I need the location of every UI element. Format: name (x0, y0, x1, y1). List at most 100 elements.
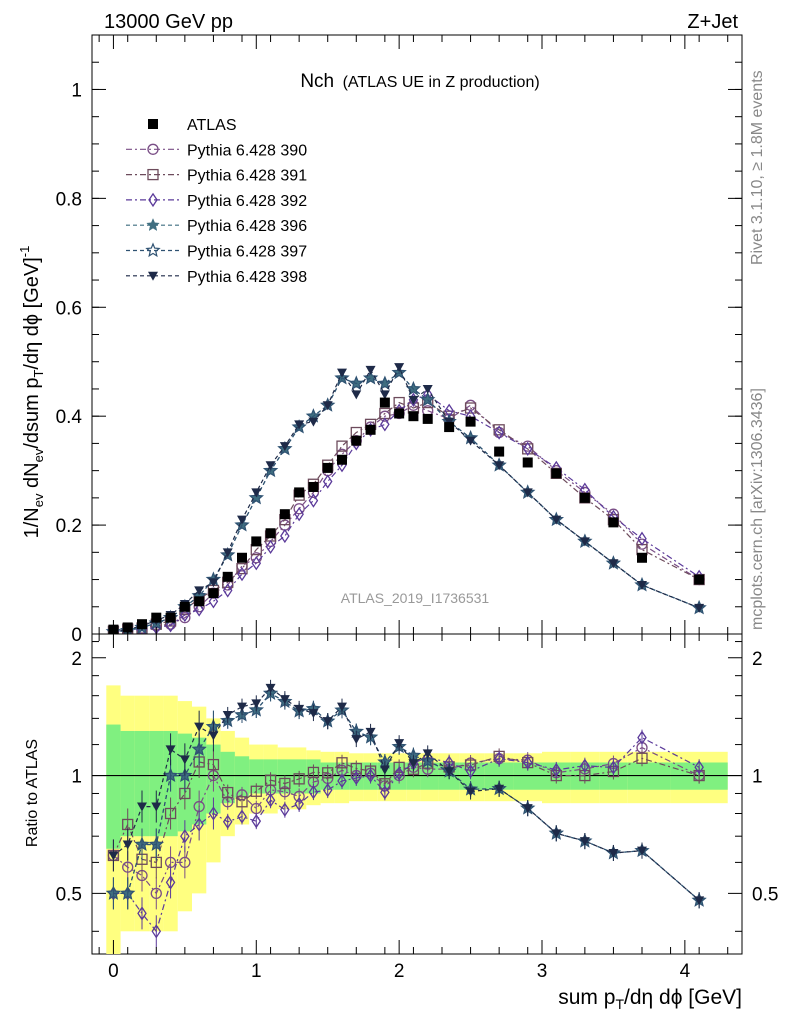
series-point (194, 586, 205, 596)
series-point (251, 488, 262, 498)
legend-label: ATLAS (187, 117, 237, 134)
ratio-point (265, 683, 276, 693)
ratio-point (122, 861, 134, 873)
series-point (365, 365, 376, 375)
ratio-point (322, 782, 333, 798)
ratio-point (279, 777, 291, 790)
ratio-point (522, 755, 533, 770)
ratio-point (194, 722, 205, 732)
ratio-point (191, 741, 207, 756)
ratio-point (365, 727, 376, 737)
ratio-point (137, 802, 147, 812)
ratio-point (608, 848, 619, 858)
rivet-label: Rivet 3.1.10, ≥ 1.8M events (749, 70, 766, 265)
x-axis-label: sum pT/dη dϕ [GeV] (558, 986, 742, 1012)
ratio-point (608, 760, 619, 775)
y-tick-label: 0 (71, 625, 82, 646)
legend-entry-6: Pythia 6.428 397 (126, 242, 307, 261)
ratio-y-tick-label: 1 (71, 767, 82, 788)
ratio-point (177, 767, 193, 783)
ratio-point (108, 851, 119, 861)
header-left: 13000 GeV pp (104, 11, 233, 33)
data-point (337, 454, 347, 465)
legend-entry-5: Pythia 6.428 396 (126, 218, 307, 235)
ratio-point (465, 764, 476, 779)
ratio-point (551, 762, 562, 778)
ratio-point (694, 760, 704, 775)
series-point (208, 578, 219, 588)
ratio-point (162, 767, 179, 783)
series-point (265, 539, 276, 555)
x-tick-label: 4 (680, 961, 691, 982)
ratio-point (280, 802, 290, 817)
ratio-point (422, 749, 433, 759)
series-point (694, 603, 705, 613)
ratio-point (151, 924, 162, 939)
ratio-point (694, 896, 705, 906)
ratio-point (265, 793, 276, 808)
ratio-point (150, 887, 162, 900)
series-point (377, 375, 393, 391)
data-point (194, 596, 205, 607)
ratio-point (248, 701, 265, 717)
ratio-point (137, 906, 147, 921)
series-point (579, 537, 590, 547)
series-point (637, 580, 647, 590)
legend-label: Pythia 6.428 391 (187, 168, 307, 185)
series-point (522, 441, 533, 457)
series-point (351, 390, 362, 400)
ratio-point (362, 729, 379, 744)
ratio-point (308, 784, 319, 800)
series-point (465, 436, 476, 446)
header-right: Z+Jet (687, 11, 738, 33)
ratio-point (234, 706, 250, 722)
legend: ATLAS Pythia 6.428 390 Pythia 6.428 391 Pyt… (126, 117, 307, 286)
data-point (322, 462, 333, 473)
data-point (222, 571, 233, 582)
series-point (464, 402, 477, 414)
data-point (579, 492, 590, 503)
ratio-point (579, 837, 590, 847)
legend-entry-4: Pythia 6.428 392 (126, 192, 307, 210)
data-point (394, 408, 405, 419)
ratio-point (494, 784, 505, 794)
ratio-point (236, 796, 248, 808)
series-point (248, 489, 264, 505)
series-point (637, 531, 647, 546)
series-point (236, 563, 248, 575)
ratio-point (637, 846, 647, 856)
band-inner-bin (120, 730, 135, 837)
x-tick-label: 2 (394, 961, 405, 982)
ratio-point (336, 757, 348, 769)
ratio-point (208, 806, 219, 821)
legend-label: Pythia 6.428 392 (187, 193, 307, 210)
series-point (422, 384, 433, 394)
ratio-y-tick-label-right: 1 (752, 767, 763, 788)
data-point (522, 457, 533, 468)
series-point (280, 528, 290, 544)
analysis-watermark: ATLAS_2019_I1736531 (341, 590, 490, 606)
ratio-point (294, 796, 304, 812)
ratio-point (222, 710, 233, 720)
ratio-y-tick-label: 2 (71, 649, 82, 670)
ratio-point (351, 735, 362, 745)
ratio-point (105, 885, 122, 900)
ratio-point (120, 885, 136, 900)
ratio-point (408, 759, 419, 769)
ratio-series-line (113, 686, 700, 901)
ratio-point (365, 768, 376, 783)
ratio-point (465, 787, 476, 797)
ratio-point (279, 695, 290, 705)
data-point (251, 536, 262, 547)
legend-entry-1: ATLAS (148, 117, 237, 134)
ratio-point (419, 753, 436, 768)
x-tick-label: 0 (108, 961, 119, 982)
ratio-point (337, 702, 347, 712)
ratio-point (208, 731, 219, 741)
ratio-point (179, 755, 190, 765)
data-point (279, 509, 290, 520)
data-point (379, 397, 390, 408)
band-inner-bin (220, 751, 235, 804)
data-point (422, 413, 433, 424)
